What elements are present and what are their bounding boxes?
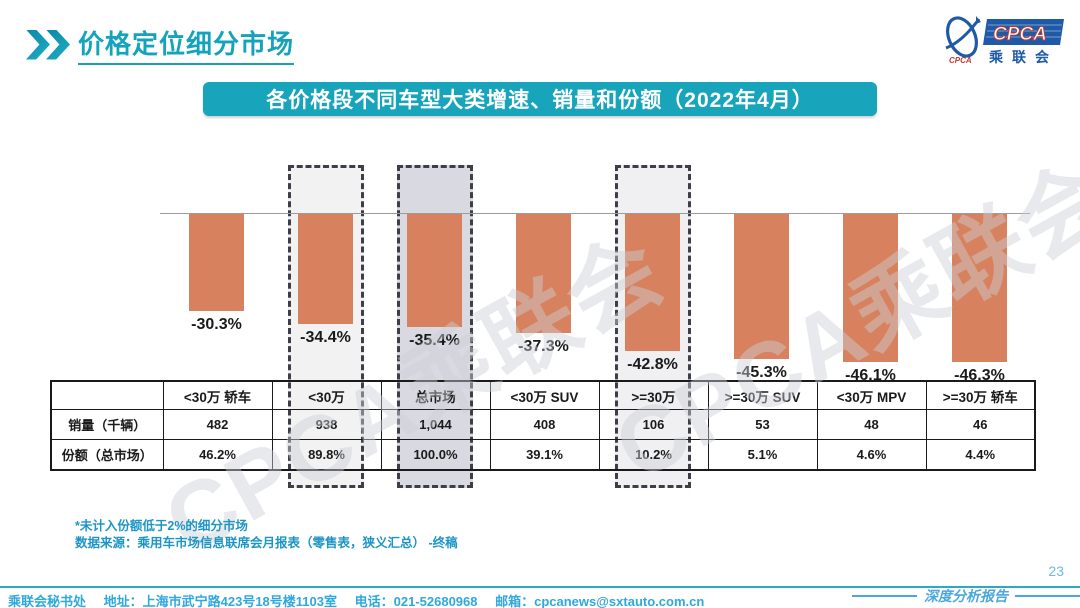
- report-label: 深度分析报告: [924, 590, 1008, 605]
- cpca-logo-graphic: CPCA CPCA 乘联会: [945, 16, 1064, 65]
- row-header-cell: 份额（总市场）: [50, 439, 164, 471]
- table-value-cell: 53: [707, 409, 818, 440]
- bar-value-label: -46.1%: [845, 367, 896, 384]
- footer-phone: 电话：021-52680968: [354, 594, 478, 608]
- footer-email[interactable]: 邮箱：cpcanews@sxtauto.com.cn: [495, 594, 705, 608]
- segment-table: <30万 轿车 <30万 总市场 <30万 SUV >=30万 >=30万 SUV <30万…: [50, 380, 1036, 471]
- table-row: <30万 轿车 <30万 总市场 <30万 SUV >=30万 >=30万 SUV <30万…: [50, 380, 1036, 410]
- chart-bar: [625, 214, 680, 351]
- table-value-cell: 46: [925, 409, 1036, 440]
- footer-contact: 乘联会秘书处 地址：上海市武宁路423号18号楼1103室 电话：021-526…: [8, 591, 718, 608]
- bar-value-label: -45.3%: [736, 364, 787, 381]
- report-label-rule-right: [1015, 595, 1080, 597]
- footnote-line1: *未计入份额低于2%的细分市场: [75, 519, 248, 533]
- chart-title-banner: 各价格段不同车型大类增速、销量和份额（2022年4月）: [203, 82, 877, 116]
- column-header-cell: >=30万 轿车: [925, 380, 1036, 410]
- footnote-line2: 数据来源：乘用车市场信息联席会月报表（零售表，狭义汇总） -终稿: [75, 536, 458, 550]
- bar-value-label: -35.4%: [409, 332, 460, 349]
- table-value-cell: 1,044: [380, 409, 491, 440]
- table-value-cell: 408: [489, 409, 600, 440]
- column-header-cell: <30万 轿车: [162, 380, 273, 410]
- report-label-rule-left: [852, 595, 917, 597]
- table-value-cell: 4.4%: [925, 439, 1036, 471]
- table-row: 销量（千辆） 482 938 1,044 408 106 53 48 46: [50, 409, 1036, 440]
- column-header-cell: <30万 SUV: [489, 380, 600, 410]
- logo-acronym: CPCA: [993, 24, 1047, 45]
- row-header-cell: 销量（千辆）: [50, 409, 164, 440]
- column-header-cell: >=30万 SUV: [707, 380, 818, 410]
- chart-bar: [734, 214, 789, 359]
- chart-bar: [189, 214, 244, 311]
- table-value-cell: 39.1%: [489, 439, 600, 471]
- logo-chinese: 乘联会: [988, 49, 1058, 65]
- column-header-cell: >=30万: [598, 380, 709, 410]
- logo-mark-caption: CPCA: [949, 56, 972, 65]
- table-value-cell: 46.2%: [162, 439, 273, 471]
- page-number: 23: [1048, 563, 1064, 579]
- footer-secretariat: 乘联会秘书处: [8, 594, 87, 608]
- chart-bar: [516, 214, 571, 333]
- footnotes: *未计入份额低于2%的细分市场 数据来源：乘用车市场信息联席会月报表（零售表，狭…: [75, 518, 458, 552]
- chart-bar: [843, 214, 898, 362]
- table-value-cell: 5.1%: [707, 439, 818, 471]
- table-value-cell: 100.0%: [380, 439, 491, 471]
- column-header-cell: <30万: [271, 380, 382, 410]
- chart-bar: [407, 214, 462, 327]
- slide-header: 价格定位细分市场: [26, 24, 295, 65]
- bar-value-label: -37.3%: [518, 338, 569, 355]
- column-header-cell: 总市场: [380, 380, 491, 410]
- zero-baseline: [160, 213, 1030, 214]
- page-title: 价格定位细分市场: [78, 24, 295, 65]
- footer-divider: [0, 586, 1080, 588]
- chart-bar: [952, 214, 1007, 362]
- table-value-cell: 89.8%: [271, 439, 382, 471]
- table-value-cell: 48: [816, 409, 927, 440]
- table-value-cell: 4.6%: [816, 439, 927, 471]
- footer-address: 地址：上海市武宁路423号18号楼1103室: [103, 594, 337, 608]
- table-value-cell: 10.2%: [598, 439, 709, 471]
- chart-bar: [298, 214, 353, 324]
- table-value-cell: 106: [598, 409, 709, 440]
- table-value-cell: 482: [162, 409, 273, 440]
- table-corner-cell: [50, 380, 164, 410]
- cpca-logo: CPCA CPCA 乘联会: [936, 12, 1066, 68]
- report-label-block: 深度分析报告: [852, 586, 1080, 606]
- bar-value-label: -34.4%: [300, 329, 351, 346]
- table-value-cell: 938: [271, 409, 382, 440]
- column-header-cell: <30万 MPV: [816, 380, 927, 410]
- bar-value-label: -30.3%: [191, 316, 242, 333]
- bar-value-label: -42.8%: [627, 356, 678, 373]
- table-row: 份额（总市场） 46.2% 89.8% 100.0% 39.1% 10.2% 5.1% 4.6…: [50, 439, 1036, 471]
- chevron-right-icon: [26, 29, 50, 60]
- bar-value-label: -46.3%: [954, 367, 1005, 384]
- pen-ellipse-icon: [945, 16, 981, 58]
